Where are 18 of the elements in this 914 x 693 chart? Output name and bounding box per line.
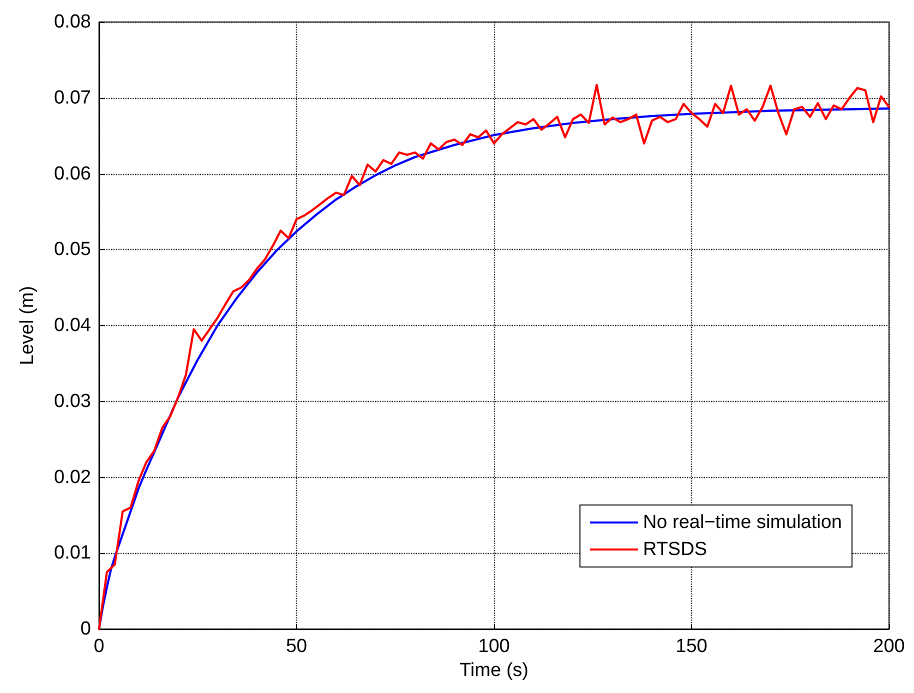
y-tick-label: 0.01 — [54, 542, 91, 564]
y-tick-label: 0.07 — [54, 87, 91, 108]
y-axis-title: Level (m) — [17, 286, 38, 366]
y-tick-label: 0.02 — [54, 466, 91, 488]
legend-label: RTSDS — [642, 539, 708, 560]
legend-label: No real−time simulation — [642, 512, 842, 533]
x-tick-label: 200 — [873, 636, 905, 657]
x-axis-title: Time (s) — [460, 660, 528, 681]
y-tick-label: 0.04 — [54, 315, 92, 336]
y-tick-label: 0 — [80, 618, 91, 640]
x-tick-label: 0 — [94, 636, 104, 657]
x-tick-label: 150 — [676, 636, 708, 657]
x-tick-label: 50 — [286, 636, 308, 657]
x-tick-label: 100 — [478, 636, 510, 657]
y-tick-label: 0.08 — [54, 12, 91, 32]
y-tick-label: 0.06 — [54, 163, 91, 184]
y-tick-label: 0.03 — [54, 390, 91, 412]
y-tick-label: 0.05 — [54, 239, 91, 260]
